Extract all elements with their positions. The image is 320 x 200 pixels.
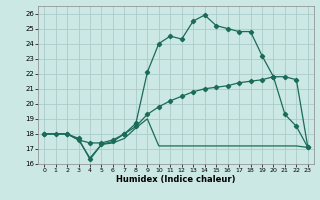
X-axis label: Humidex (Indice chaleur): Humidex (Indice chaleur) xyxy=(116,175,236,184)
